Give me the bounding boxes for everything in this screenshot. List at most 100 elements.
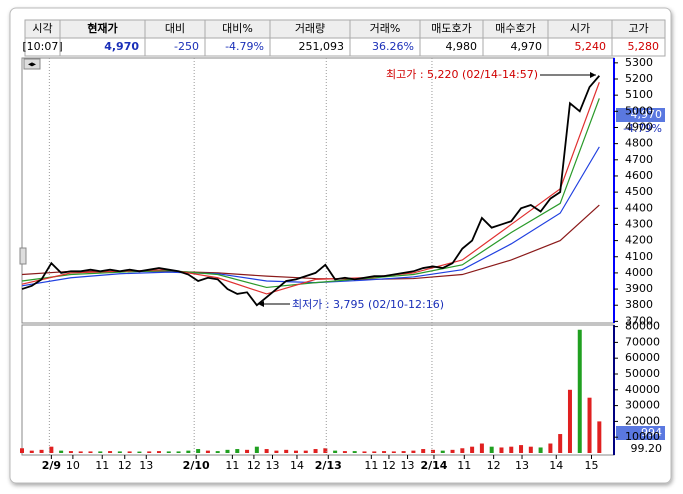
change-label: -4.79% [623, 122, 662, 135]
cell-value: -4.79% [225, 40, 264, 53]
column-header: 대비% [222, 22, 253, 35]
volume-bar [78, 451, 83, 453]
volume-bar [352, 451, 357, 453]
volume-bar [137, 451, 142, 453]
column-header: 시가 [570, 22, 590, 35]
volume-bar [362, 451, 367, 453]
side-button[interactable] [19, 247, 27, 265]
column-header: 매도호가 [431, 22, 471, 35]
x-tick-label: 11 [225, 459, 239, 472]
volume-bar [166, 451, 171, 453]
y-tick-label: 4600 [625, 169, 653, 182]
x-tick-label: 10 [66, 459, 80, 472]
cell-value: [10:07] [22, 40, 62, 53]
volume-bar [29, 450, 34, 453]
y-tick-label: 5200 [625, 72, 653, 85]
y-tick-label: 4400 [625, 201, 653, 214]
volume-bar [499, 447, 504, 453]
cell-value: 4,970 [104, 40, 139, 53]
volume-bar [587, 397, 592, 453]
y-tick-label: 4800 [625, 137, 653, 150]
volume-bar [127, 451, 132, 453]
volume-bar [430, 449, 435, 453]
volume-ratio-label: 99.20 [631, 442, 663, 455]
data-row [24, 37, 666, 57]
volume-bar [225, 449, 230, 453]
volume-bar [68, 451, 73, 453]
volume-bar [186, 450, 191, 453]
y-tick-label: 5000 [625, 104, 653, 117]
volume-bar [235, 449, 240, 453]
volume-bar [303, 450, 308, 453]
annotation: 최저가 : 3,795 (02/10-12:16) [292, 298, 444, 311]
x-tick-label: 13 [139, 459, 153, 472]
y-tick-label: 40000 [625, 383, 660, 396]
y-tick-label: 3700 [625, 314, 653, 327]
volume-box [616, 426, 665, 440]
volume-bar [117, 451, 122, 453]
volume-bar [147, 451, 152, 453]
volume-bar [176, 451, 181, 453]
volume-bar [479, 443, 484, 453]
x-tick-label: 12 [118, 459, 132, 472]
x-tick-label: 12 [247, 459, 261, 472]
volume-bar [528, 446, 533, 453]
cell-value: 36.26% [372, 40, 414, 53]
scroll-button[interactable] [23, 58, 41, 70]
y-tick-label: 4100 [625, 250, 653, 263]
volume-bar [509, 446, 514, 453]
y-tick-label: 60000 [625, 351, 660, 364]
y-tick-label: 4900 [625, 120, 653, 133]
column-header: 거래% [370, 22, 401, 35]
volume-bar [421, 449, 426, 453]
x-tick-label: 12 [487, 459, 501, 472]
price-panel [21, 57, 615, 324]
y-tick-label: 3900 [625, 282, 653, 295]
volume-bar [323, 448, 328, 453]
volume-panel [21, 324, 615, 456]
volume-bar [567, 389, 572, 453]
y-tick-label: 5100 [625, 88, 653, 101]
arrow-head [258, 301, 264, 307]
y-tick-label: 50000 [625, 367, 660, 380]
price-line [21, 75, 601, 307]
x-tick-label: 13 [515, 459, 529, 472]
y-tick-label: 5300 [625, 56, 653, 69]
cell-value: 251,093 [299, 40, 345, 53]
x-tick-label: 11 [95, 459, 109, 472]
volume-bar [245, 449, 250, 453]
volume-bar [59, 450, 64, 453]
column-header: 고가 [628, 22, 648, 35]
volume-bar [470, 446, 475, 453]
y-tick-label: 80000 [625, 320, 660, 333]
volume-bar [450, 449, 455, 453]
volume-bar [49, 446, 54, 453]
column-header: 대비 [165, 22, 185, 35]
current-price-label: 4,970 [631, 108, 663, 121]
y-tick-label: 4700 [625, 153, 653, 166]
column-header: 매수호가 [495, 22, 535, 35]
volume-bar [411, 450, 416, 453]
y-tick-label: 4200 [625, 234, 653, 247]
volume-bar [519, 445, 524, 453]
cell-value: -250 [174, 40, 199, 53]
volume-bar [215, 451, 220, 453]
cell-value: 5,240 [575, 40, 607, 53]
volume-bar [293, 450, 298, 453]
volume-bar [274, 450, 279, 453]
volume-bar [254, 446, 259, 453]
column-header: 거래량 [295, 22, 325, 35]
x-tick-label: 13 [265, 459, 279, 472]
x-tick-label: 2/13 [315, 459, 342, 472]
volume-bar [39, 449, 44, 453]
cell-value: 4,980 [446, 40, 478, 53]
volume-bar [382, 451, 387, 453]
volume-bar [597, 421, 602, 453]
volume-bar [284, 449, 289, 453]
volume-bar [460, 448, 465, 453]
y-tick-label: 4500 [625, 185, 653, 198]
y-tick-label: 70000 [625, 335, 660, 348]
volume-bar [401, 451, 406, 453]
volume-bar [391, 451, 396, 453]
arrow-head [590, 72, 596, 78]
